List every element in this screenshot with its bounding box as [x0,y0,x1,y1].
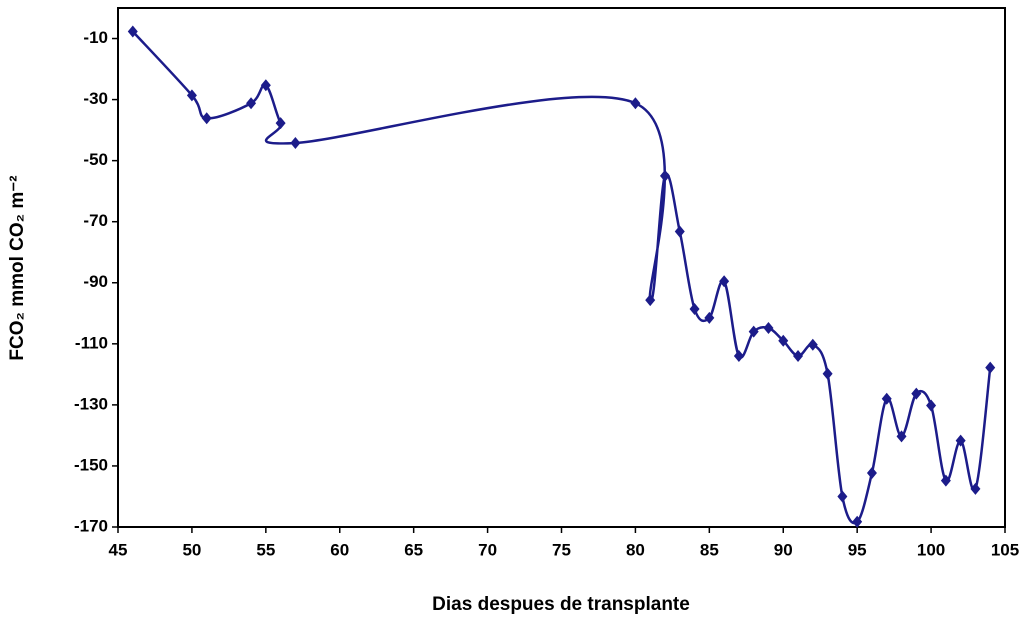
y-tick-label: -90 [83,272,108,291]
data-point [881,392,892,405]
data-point [630,97,641,110]
data-point [807,338,818,351]
series-line [131,30,992,525]
data-point [911,387,922,400]
x-tick-label: 70 [478,540,497,559]
x-tick-label: 55 [256,540,275,559]
data-point [201,112,212,125]
data-point [896,430,907,443]
y-tick-label: -30 [83,89,108,108]
x-tick-label: 60 [330,540,349,559]
data-point [985,361,996,374]
data-point [748,325,759,338]
data-point [940,474,951,487]
data-point [689,303,700,316]
data-point [866,466,877,479]
data-point [822,367,833,380]
y-tick-label: -110 [75,333,108,352]
data-point [778,334,789,347]
y-tick-label: -170 [74,516,108,535]
data-point [733,350,744,363]
data-point [290,136,301,149]
x-tick-label: 65 [404,540,423,559]
y-tick-label: -150 [74,455,108,474]
plot-frame [117,7,1006,528]
data-point [763,321,774,334]
y-tick-label: -70 [83,211,108,230]
data-point [704,311,715,324]
data-point [970,482,981,495]
data-point [955,434,966,447]
x-tick-label: 100 [917,540,945,559]
x-tick-label: 90 [774,540,793,559]
data-point [127,25,138,38]
y-tick-label: -50 [83,150,108,169]
data-point [837,490,848,503]
x-tick-label: 45 [109,540,128,559]
data-point [926,399,937,412]
x-tick-label: 75 [552,540,571,559]
data-point [186,89,197,102]
x-tick-label: 50 [182,540,201,559]
x-tick-label: 85 [700,540,719,559]
x-tick-label: 95 [848,540,867,559]
data-point [659,169,670,182]
y-tick-label: -130 [74,394,108,413]
y-tick-label: -10 [83,28,108,47]
x-tick-label: 105 [991,540,1019,559]
x-tick-label: 80 [626,540,645,559]
data-point [246,97,257,110]
data-point [852,515,863,528]
data-point [674,225,685,238]
data-point [719,275,730,288]
data-point [793,350,804,363]
data-point [645,294,656,307]
y-axis-title: FCO₂ mmol CO₂ m⁻² [7,175,28,360]
data-point [260,79,271,92]
x-axis-title: Dias despues de transplante [432,594,690,615]
data-point [275,117,286,130]
